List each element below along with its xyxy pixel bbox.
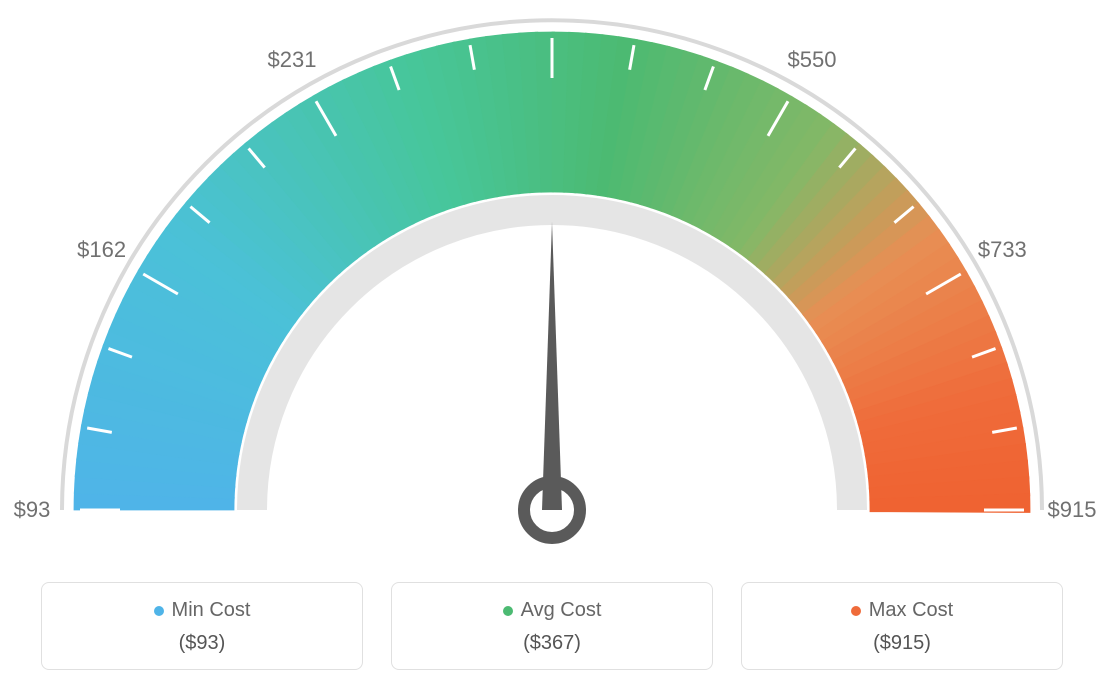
gauge-tick-label: $733	[978, 237, 1027, 263]
gauge-area: $93 $162 $231 $367 $550 $733 $915	[0, 0, 1104, 560]
legend-label-text: Min Cost	[172, 599, 251, 622]
legend-card-avg: Avg Cost ($367)	[391, 582, 713, 670]
gauge-tick-label: $231	[268, 47, 317, 73]
gauge-tick-label: $162	[77, 237, 126, 263]
gauge-tick-label: $915	[1048, 497, 1097, 523]
legend-value-max: ($915)	[752, 632, 1052, 655]
legend-card-min: Min Cost ($93)	[41, 582, 363, 670]
legend-value-avg: ($367)	[402, 632, 702, 655]
gauge-tick-label: $367	[528, 0, 577, 3]
dot-icon	[503, 606, 513, 616]
legend-card-max: Max Cost ($915)	[741, 582, 1063, 670]
legend-row: Min Cost ($93) Avg Cost ($367) Max Cost …	[0, 582, 1104, 670]
legend-label-text: Max Cost	[869, 599, 953, 622]
legend-label-min: Min Cost	[154, 599, 251, 622]
legend-label-avg: Avg Cost	[503, 599, 602, 622]
gauge-tick-label: $550	[788, 47, 837, 73]
dot-icon	[154, 606, 164, 616]
dot-icon	[851, 606, 861, 616]
gauge-svg	[0, 0, 1104, 560]
legend-value-min: ($93)	[52, 632, 352, 655]
gauge-tick-label: $93	[14, 497, 51, 523]
cost-gauge-chart: $93 $162 $231 $367 $550 $733 $915 Min Cost ($9…	[0, 0, 1104, 690]
legend-label-text: Avg Cost	[521, 599, 602, 622]
legend-label-max: Max Cost	[851, 599, 953, 622]
